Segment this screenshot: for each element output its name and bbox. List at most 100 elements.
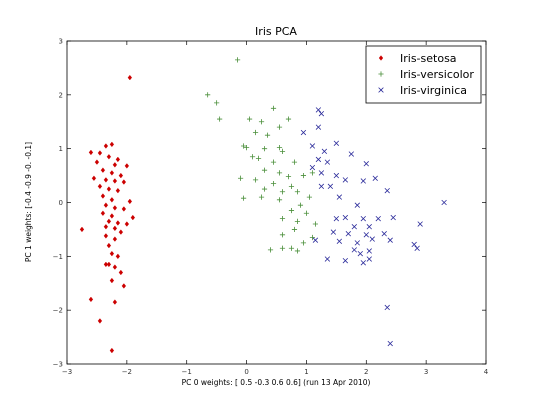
- data-point: [300, 172, 307, 179]
- data-point: [112, 205, 118, 211]
- data-points: [79, 57, 447, 354]
- data-point: [109, 347, 115, 354]
- data-point: [261, 146, 268, 152]
- data-point: [333, 172, 340, 179]
- data-point: [115, 253, 121, 260]
- legend-marker-iris-setosa: [378, 55, 384, 61]
- data-point: [261, 186, 268, 192]
- data-point: [112, 225, 118, 232]
- data-point: [387, 340, 393, 347]
- data-point: [240, 143, 247, 149]
- data-point: [381, 231, 387, 237]
- data-point: [264, 132, 271, 138]
- data-point: [276, 170, 283, 176]
- data-point: [255, 155, 262, 161]
- data-point: [121, 206, 127, 212]
- data-point: [112, 236, 118, 242]
- data-point: [270, 159, 277, 165]
- data-point: [342, 177, 349, 183]
- data-point: [258, 119, 265, 125]
- data-point: [270, 105, 277, 111]
- legend-box: [365, 45, 482, 104]
- data-point: [97, 318, 103, 324]
- data-point: [291, 226, 298, 233]
- data-point: [103, 143, 109, 149]
- x-tick-label: −3: [62, 368, 72, 376]
- data-point: [333, 140, 340, 146]
- data-point: [285, 116, 292, 122]
- data-point: [103, 261, 109, 268]
- data-point: [351, 247, 357, 253]
- y-axis-label: PC 1 weights: [-0.4 -0.9 -0. -0.1]: [24, 142, 33, 262]
- data-point: [249, 154, 256, 160]
- data-point: [112, 264, 118, 270]
- x-axis-label: PC 0 weights: [ 0.5 -0.3 0.6 0.6] (run 1…: [182, 378, 371, 387]
- data-point: [321, 148, 328, 155]
- data-point: [106, 261, 112, 268]
- data-point: [118, 172, 124, 179]
- chart-title: Iris PCA: [255, 25, 297, 38]
- data-point: [414, 245, 420, 251]
- data-point: [306, 194, 313, 200]
- data-point: [88, 296, 94, 303]
- data-point: [354, 202, 360, 208]
- data-point: [357, 250, 363, 257]
- data-point: [279, 216, 286, 222]
- data-point: [100, 193, 106, 199]
- data-point: [312, 237, 319, 243]
- data-point: [243, 144, 250, 151]
- data-point: [130, 214, 136, 221]
- y-tick-label: 2: [59, 91, 63, 99]
- data-point: [315, 156, 322, 163]
- data-point: [109, 277, 115, 284]
- data-point: [276, 124, 283, 130]
- data-point: [106, 186, 112, 192]
- data-point: [366, 224, 372, 230]
- data-point: [115, 187, 121, 194]
- data-point: [345, 231, 352, 237]
- data-point: [121, 283, 127, 289]
- data-point: [390, 214, 396, 221]
- data-point: [348, 151, 355, 157]
- data-point: [360, 215, 366, 222]
- data-point: [354, 240, 360, 246]
- data-point: [127, 198, 133, 205]
- data-point: [360, 178, 366, 184]
- data-point: [237, 175, 244, 181]
- data-point: [285, 174, 292, 180]
- data-point: [252, 129, 259, 136]
- data-point: [279, 148, 286, 154]
- data-point: [294, 189, 301, 195]
- legend-marker-iris-versicolor: [378, 71, 384, 77]
- data-point: [127, 74, 133, 81]
- data-point: [276, 144, 283, 151]
- data-point: [121, 179, 127, 185]
- data-point: [103, 177, 109, 183]
- data-point: [106, 218, 112, 225]
- data-point: [384, 304, 390, 311]
- data-point: [112, 162, 118, 168]
- data-point: [118, 229, 124, 235]
- data-point: [112, 299, 118, 305]
- legend-markers: [378, 55, 384, 93]
- x-tick-label: 1: [304, 368, 308, 376]
- data-point: [366, 248, 372, 254]
- data-point: [363, 161, 369, 167]
- data-point: [246, 116, 253, 122]
- data-point: [267, 247, 274, 253]
- data-point: [309, 170, 316, 176]
- data-point: [288, 183, 295, 189]
- x-tick-label: 0: [244, 368, 248, 376]
- data-point: [252, 177, 259, 183]
- data-point: [318, 110, 325, 117]
- data-point: [103, 224, 109, 230]
- data-point: [300, 129, 307, 136]
- data-point: [124, 221, 130, 227]
- data-point: [97, 183, 103, 190]
- data-point: [309, 234, 316, 241]
- data-point: [109, 250, 115, 257]
- y-tick-label: 1: [59, 145, 63, 153]
- data-point: [318, 183, 325, 190]
- data-point: [372, 175, 378, 181]
- data-point: [276, 197, 283, 203]
